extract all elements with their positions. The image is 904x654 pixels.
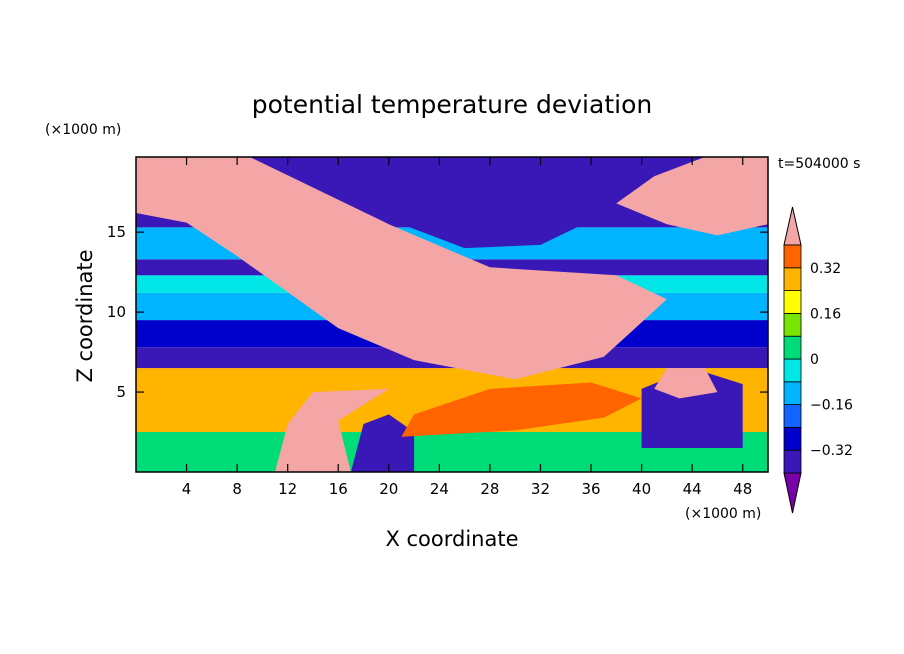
y-axis: 5 10 15 (107, 223, 768, 401)
colorbar-label: 0.32 (810, 261, 841, 277)
colorbar-label: 0 (810, 352, 819, 368)
x-unit-label: (×1000 m) (685, 506, 761, 522)
x-tick-label: 20 (379, 480, 398, 498)
x-tick-label: 48 (733, 480, 752, 498)
field-region-1 (616, 157, 768, 236)
colorbar-segment (783, 426, 802, 451)
field-region-7 (401, 382, 642, 437)
colorbar-segment (783, 335, 802, 360)
chart-title: potential temperature deviation (252, 90, 652, 119)
colorbar-segment (783, 267, 802, 291)
y-unit-label: (×1000 m) (45, 122, 121, 138)
colorbar: 0.32 0.16 0 −0.16 −0.32 (783, 206, 853, 514)
field-region-6 (654, 368, 718, 399)
colorbar-segment (783, 358, 802, 383)
field-region-0 (136, 157, 667, 380)
x-tick-label: 16 (329, 480, 348, 498)
field-region-2 (325, 157, 617, 249)
colorbar-segment (783, 244, 802, 269)
x-tick-label: 40 (632, 480, 651, 498)
x-tick-label: 28 (480, 480, 499, 498)
colorbar-extend-top (783, 206, 802, 246)
y-tick-label: 10 (107, 303, 126, 321)
x-tick-label: 8 (232, 480, 242, 498)
colorbar-extend-bottom (783, 472, 802, 514)
colorbar-segment (783, 449, 802, 474)
x-tick-label: 32 (531, 480, 550, 498)
x-tick-label: 4 (182, 480, 192, 498)
x-tick-label: 12 (278, 480, 297, 498)
x-axis: 4 8 12 16 20 24 28 32 36 40 44 48 (182, 157, 752, 498)
colorbar-segment (783, 312, 802, 337)
x-tick-label: 36 (581, 480, 600, 498)
y-axis-title: Z coordinate (73, 249, 97, 382)
colorbar-label: 0.16 (810, 306, 841, 322)
colorbar-segment (783, 381, 802, 405)
plot-frame (135, 156, 769, 473)
y-tick-label: 15 (107, 223, 126, 241)
field-region-3 (275, 388, 389, 472)
colorbar-segment (783, 290, 802, 314)
x-tick-label: 24 (430, 480, 449, 498)
heatmap-field (136, 157, 768, 472)
x-axis-title: X coordinate (385, 527, 518, 551)
y-tick-label: 5 (116, 383, 126, 401)
colorbar-segment (783, 404, 802, 428)
field-region-4 (350, 414, 415, 472)
x-tick-label: 44 (683, 480, 702, 498)
colorbar-label: −0.32 (810, 443, 853, 459)
time-label: t=504000 s (778, 156, 860, 172)
colorbar-label: −0.16 (810, 398, 853, 414)
